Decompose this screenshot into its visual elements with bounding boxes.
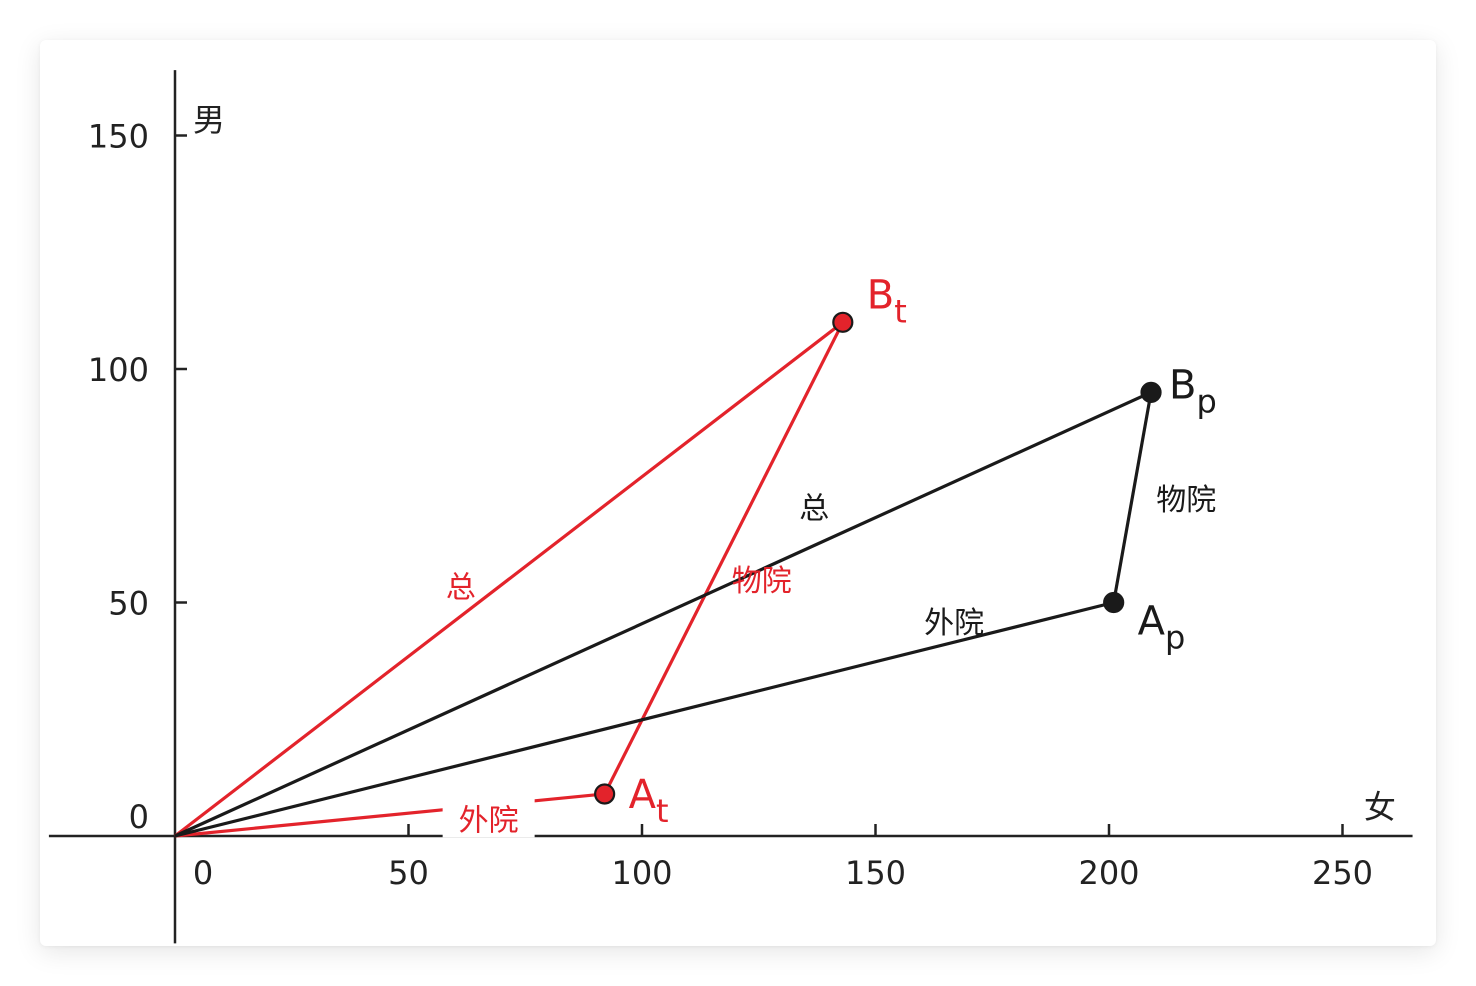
y-tick-label: 100: [88, 351, 149, 389]
axes: 女 男: [48, 70, 1413, 944]
points: At Bt Ap Bp: [594, 272, 1217, 830]
segment-label: 外院: [924, 606, 984, 641]
segment-label: 总: [799, 491, 829, 526]
segment-line: [603, 321, 845, 795]
segment-line: [174, 321, 844, 838]
chart-card: [40, 40, 1436, 946]
point-Bt: [832, 311, 854, 333]
point-label-Bt: Bt: [867, 272, 907, 330]
point-Ap: [1103, 591, 1125, 614]
segment-line: [1112, 392, 1153, 603]
x-tick-label: 50: [388, 854, 429, 892]
segment-label: 物院: [732, 564, 792, 599]
point-label-Bp: Bp: [1169, 362, 1217, 420]
y-tick-label: 0: [129, 798, 149, 836]
segment-line: [174, 600, 1115, 838]
y-axis-label: 男: [193, 101, 225, 139]
segment-label: 物院: [1156, 483, 1216, 518]
x-tick-label: 0: [193, 854, 213, 892]
y-tick-label: 150: [88, 118, 149, 156]
point-label-Ap: Ap: [1138, 599, 1186, 657]
x-tick-label: 100: [611, 854, 672, 892]
point-At: [594, 783, 616, 805]
segment-label-bg: [442, 797, 535, 838]
x-tick-label: 250: [1312, 854, 1373, 892]
x-tick-label: 200: [1078, 854, 1139, 892]
segments: [174, 321, 1153, 838]
point-Bp: [1140, 381, 1162, 403]
segment-line: [174, 390, 1152, 838]
y-tick-label: 50: [108, 585, 149, 623]
point-label-At: At: [629, 772, 669, 830]
x-tick-label: 150: [845, 854, 906, 892]
segment-label: 外院: [459, 803, 519, 838]
x-axis-label: 女: [1364, 788, 1396, 826]
ticks: 0 50 100 150 200 250 0 50 100 150: [88, 118, 1373, 893]
segment-label: 总: [446, 571, 476, 606]
segment-line: [174, 792, 605, 838]
